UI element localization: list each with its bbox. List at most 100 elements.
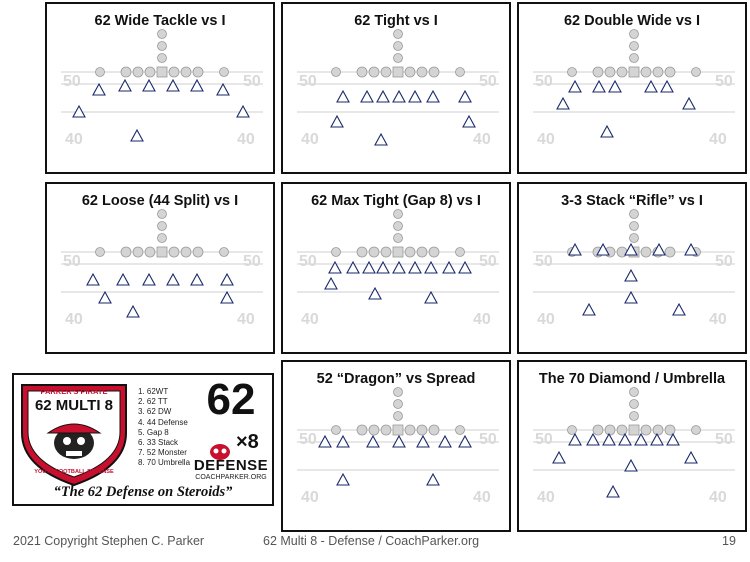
offense-player (132, 66, 144, 78)
offense-player (652, 424, 664, 436)
slide-title: 62 Tight vs I (354, 13, 438, 29)
yard-number: 40 (473, 489, 491, 506)
defender-marker (324, 276, 338, 290)
defender-marker (426, 89, 440, 103)
list-item: 5. Gap 8 (138, 427, 169, 437)
defender-marker (684, 242, 698, 256)
defender-marker (118, 78, 132, 92)
offense-player (157, 53, 167, 63)
defender-marker (426, 472, 440, 486)
defender-marker (376, 89, 390, 103)
offense-player (157, 221, 167, 231)
defender-marker (72, 104, 86, 118)
formation-diagram: 50 50 40 40 (297, 209, 499, 328)
offense-player (629, 221, 639, 231)
defender-marker (624, 458, 638, 472)
offense-player (629, 387, 639, 397)
defender-marker (624, 268, 638, 282)
formation-diagram: 50 50 40 40 (297, 29, 499, 148)
offense-player (616, 66, 628, 78)
defender-marker (592, 79, 606, 93)
yard-number: 40 (65, 131, 83, 148)
offense-player (604, 66, 616, 78)
defender-marker (166, 272, 180, 286)
offense-player (629, 233, 639, 243)
defender-marker (458, 89, 472, 103)
offense-player (368, 424, 380, 436)
offense-player (393, 209, 403, 219)
defender-marker (606, 484, 620, 498)
offense-player (629, 41, 639, 51)
emblem-multiplier: ×8 (236, 431, 259, 453)
emblem-site: COACHPARKER.ORG (195, 474, 267, 481)
offense-player (567, 425, 577, 435)
offense-player (404, 246, 416, 258)
yard-number: 50 (479, 253, 497, 270)
yard-number: 50 (299, 431, 317, 448)
slide-title: 62 Wide Tackle vs I (94, 13, 226, 29)
yard-number: 50 (299, 73, 317, 90)
yard-number: 50 (715, 253, 733, 270)
yard-number: 40 (709, 131, 727, 148)
formation-diagram: 50 50 40 40 (533, 209, 735, 328)
list-item: 7. 52 Monster (138, 448, 187, 458)
yard-number: 50 (63, 73, 81, 90)
defender-marker (618, 432, 632, 446)
offense-player (640, 424, 652, 436)
defender-marker (336, 472, 350, 486)
offense-player (455, 425, 465, 435)
defender-marker (220, 290, 234, 304)
defender-marker (568, 242, 582, 256)
yard-number: 50 (479, 73, 497, 90)
defender-marker (368, 286, 382, 300)
center-marker (156, 246, 168, 258)
offense-player (331, 425, 341, 435)
slide-52-dragon: 52 “Dragon” vs Spread 50 50 40 40 (281, 360, 511, 532)
defender-marker (424, 290, 438, 304)
footer-center: 62 Multi 8 - Defense / CoachParker.org (263, 534, 480, 548)
center-marker (392, 424, 404, 436)
offense-player (393, 29, 403, 39)
offense-player (157, 29, 167, 39)
yard-number: 50 (243, 73, 261, 90)
yard-number: 40 (301, 489, 319, 506)
defender-marker (392, 89, 406, 103)
offense-player (604, 424, 616, 436)
slide-62-double-wide: 62 Double Wide vs I 50 50 40 40 (517, 2, 747, 174)
offense-player (592, 424, 604, 436)
defender-marker (130, 128, 144, 142)
defender-marker (416, 434, 430, 448)
slide-title: The 70 Diamond / Umbrella (538, 371, 726, 387)
offense-player (393, 233, 403, 243)
offense-player (404, 424, 416, 436)
defender-marker (336, 89, 350, 103)
yard-number: 40 (301, 311, 319, 328)
badge-main-text: 62 MULTI 8 (34, 397, 114, 414)
offense-player (652, 66, 664, 78)
defender-marker (602, 432, 616, 446)
offense-player (640, 246, 652, 258)
center-marker (392, 246, 404, 258)
defender-marker (644, 79, 658, 93)
offense-player (120, 66, 132, 78)
offense-player (416, 66, 428, 78)
offense-player (664, 424, 676, 436)
yard-number: 40 (537, 489, 555, 506)
offense-player (404, 66, 416, 78)
list-item: 8. 70 Umbrella (138, 458, 191, 468)
defender-marker (360, 89, 374, 103)
defender-marker (660, 79, 674, 93)
list-item: 4. 44 Defense (138, 417, 188, 427)
offense-player (629, 53, 639, 63)
pirate-badge (21, 384, 230, 487)
defender-marker (624, 242, 638, 256)
offense-player (95, 247, 105, 257)
defender-marker (442, 260, 456, 274)
defender-marker (376, 260, 390, 274)
offense-player (664, 66, 676, 78)
offense-player (380, 66, 392, 78)
defender-marker (236, 104, 250, 118)
formation-diagram: 50 50 40 40 (297, 387, 499, 506)
offense-player (428, 246, 440, 258)
defender-marker (582, 302, 596, 316)
